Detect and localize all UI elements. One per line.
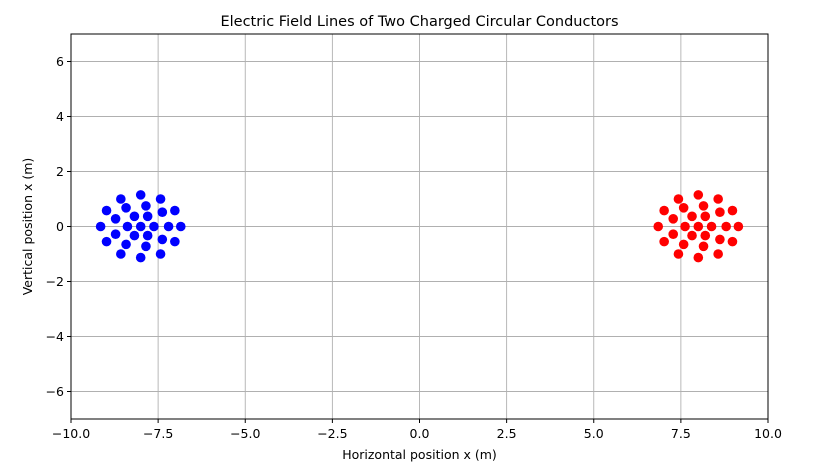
data-point xyxy=(687,211,697,222)
data-point xyxy=(129,211,140,222)
x-tick-label: −10.0 xyxy=(52,426,90,441)
data-point xyxy=(653,221,664,232)
data-point xyxy=(659,205,669,216)
data-point xyxy=(170,205,180,216)
x-tick-label: −7.5 xyxy=(143,426,173,441)
data-point xyxy=(129,230,140,241)
y-tick-label: 0 xyxy=(56,219,64,234)
data-point xyxy=(122,221,133,232)
y-tick-label: 2 xyxy=(56,164,64,179)
data-point xyxy=(700,230,711,241)
y-tick-label: 6 xyxy=(56,54,64,69)
data-point xyxy=(110,214,121,224)
data-point xyxy=(659,236,669,247)
data-point xyxy=(698,201,709,211)
x-tick-label: −2.5 xyxy=(317,426,347,441)
data-point xyxy=(95,221,106,232)
data-point xyxy=(155,249,166,259)
y-tick-label: 4 xyxy=(56,109,64,124)
data-point xyxy=(121,239,131,250)
x-tick-label: 0.0 xyxy=(410,426,430,441)
x-tick-label: 5.0 xyxy=(584,426,604,441)
data-point xyxy=(135,190,146,200)
data-point xyxy=(170,236,180,247)
data-point xyxy=(668,229,679,239)
data-point xyxy=(721,221,731,232)
data-point xyxy=(135,252,146,263)
data-point xyxy=(175,221,186,232)
x-tick-label: 2.5 xyxy=(497,426,517,441)
data-point xyxy=(142,211,153,222)
data-point xyxy=(135,221,146,232)
data-point xyxy=(141,201,151,211)
data-point xyxy=(706,221,717,232)
data-point xyxy=(149,221,159,232)
data-point xyxy=(715,207,725,217)
data-point xyxy=(668,214,679,224)
grid-lines xyxy=(70,34,769,419)
x-tick-label: −5.0 xyxy=(230,426,260,441)
data-point xyxy=(101,236,112,247)
data-point xyxy=(727,205,738,216)
chart-title: Electric Field Lines of Two Charged Circ… xyxy=(220,14,618,30)
data-point xyxy=(141,241,151,252)
data-point xyxy=(116,194,126,204)
x-tick-label: 10.0 xyxy=(754,426,782,441)
data-point xyxy=(687,230,697,241)
data-point xyxy=(142,230,153,241)
data-point xyxy=(713,249,723,259)
data-point xyxy=(121,203,131,213)
y-tick-label: −4 xyxy=(46,329,64,344)
data-point xyxy=(693,221,704,232)
data-point xyxy=(733,221,744,232)
data-point xyxy=(673,194,684,204)
data-point xyxy=(673,249,684,259)
data-point xyxy=(698,241,709,252)
data-point xyxy=(727,236,738,247)
data-point xyxy=(715,234,725,245)
y-axis-label: Vertical position x (m) xyxy=(20,158,35,296)
data-point xyxy=(693,190,704,200)
data-point xyxy=(116,249,126,259)
data-point xyxy=(678,203,689,213)
data-point xyxy=(713,194,723,204)
data-point xyxy=(163,221,174,232)
data-point xyxy=(693,252,704,263)
axis-ticks: −10.0 −7.5 −5.0 −2.5 0.0 2.5 5.0 7.5 10.0 −6 −4 −2 0… xyxy=(46,54,782,441)
data-point xyxy=(700,211,711,222)
x-axis-label: Horizontal position x (m) xyxy=(342,447,497,462)
data-point xyxy=(110,229,121,239)
data-point xyxy=(101,205,112,216)
data-point xyxy=(157,207,168,217)
y-tick-label: −6 xyxy=(46,384,64,399)
data-points xyxy=(95,190,744,263)
data-point xyxy=(680,221,690,232)
data-point xyxy=(157,234,168,245)
data-point xyxy=(678,239,689,250)
y-tick-label: −2 xyxy=(46,274,64,289)
data-point xyxy=(155,194,166,204)
x-tick-label: 7.5 xyxy=(671,426,691,441)
